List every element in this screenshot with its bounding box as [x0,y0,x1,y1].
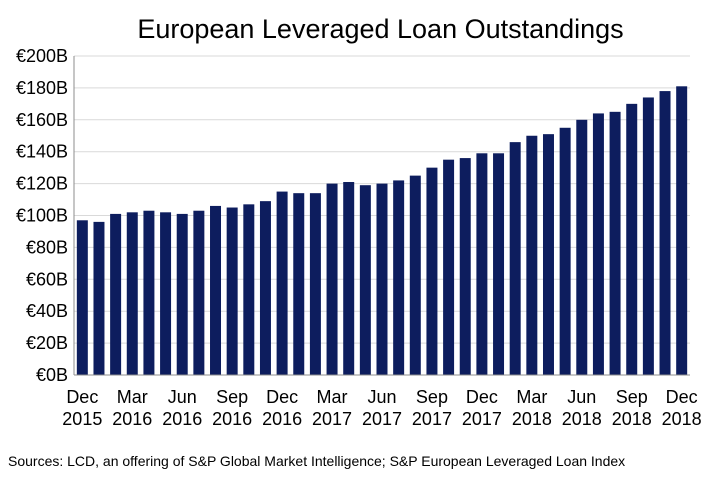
x-tick-label: Jun 2017 [362,387,402,429]
x-tick-label: Dec 2016 [262,387,302,429]
y-tick-label: €200B [16,46,68,66]
y-tick-label: €80B [26,237,68,257]
bar-mar-2018 [526,135,538,375]
y-tick-label: €20B [26,333,68,353]
bar-sep-2017 [426,167,438,375]
bar-sep-2016 [226,207,238,375]
bar-feb-2016 [110,213,122,375]
bar-aug-2017 [409,175,421,375]
x-tick-label: Dec 2018 [662,387,701,429]
x-tick-label: Mar 2016 [112,387,152,429]
bar-jul-2018 [592,113,604,376]
bar-apr-2018 [542,134,554,375]
bar-oct-2017 [443,159,455,375]
x-tick-label: Sep 2018 [612,387,652,429]
y-tick-label: €0B [36,365,68,385]
bar-may-2018 [559,127,571,376]
bar-oct-2016 [243,204,255,375]
y-tick-label: €40B [26,301,68,321]
x-tick-label: Jun 2018 [562,387,602,429]
x-tick-label: Jun 2016 [162,387,202,429]
y-tick-label: €160B [16,110,68,130]
bar-feb-2017 [309,193,321,375]
bar-mar-2016 [126,212,138,375]
bar-jul-2016 [193,210,205,375]
bar-jan-2016 [93,221,105,375]
bar-feb-2018 [509,142,521,375]
bar-jan-2018 [493,153,505,375]
bar-aug-2018 [609,111,621,375]
chart-title: European Leveraged Loan Outstandings [137,14,624,44]
bar-jan-2017 [293,193,305,375]
bar-apr-2016 [143,210,155,375]
source-note: Sources: LCD, an offering of S&P Global … [8,453,626,469]
bar-jun-2017 [376,183,388,375]
x-tick-label: Sep 2016 [212,387,252,429]
bar-aug-2016 [210,205,222,375]
x-tick-label: Sep 2017 [412,387,452,429]
bar-jun-2018 [576,119,588,375]
y-tick-label: €100B [16,206,68,226]
bar-nov-2017 [459,158,471,375]
y-tick-label: €140B [16,142,68,162]
x-tick-label: Dec 2017 [462,387,502,429]
y-tick-labels: €0B €20B €40B €60B €80B €100B €120B €140B €160B €… [16,46,68,385]
bar-dec-2015 [76,220,88,375]
x-tick-label: Dec 2015 [62,387,102,429]
bar-dec-2017 [476,153,488,375]
axes [73,56,690,376]
bar-nov-2016 [259,201,271,375]
y-tick-label: €180B [16,78,68,98]
bar-jul-2017 [393,180,405,375]
y-tick-label: €60B [26,269,68,289]
bar-dec-2018 [676,86,688,376]
bar-mar-2017 [326,183,338,375]
bar-may-2016 [160,212,172,375]
bar-may-2017 [359,185,371,375]
bar-sep-2018 [626,103,638,375]
bar-apr-2017 [343,182,355,375]
bar-nov-2018 [659,91,671,375]
bar-jun-2016 [176,213,188,375]
x-tick-label: Mar 2018 [512,387,552,429]
bar-oct-2018 [642,97,654,375]
y-tick-label: €120B [16,174,68,194]
x-tick-label: Mar 2017 [312,387,352,429]
bar-dec-2016 [276,191,288,375]
bars [76,86,688,376]
